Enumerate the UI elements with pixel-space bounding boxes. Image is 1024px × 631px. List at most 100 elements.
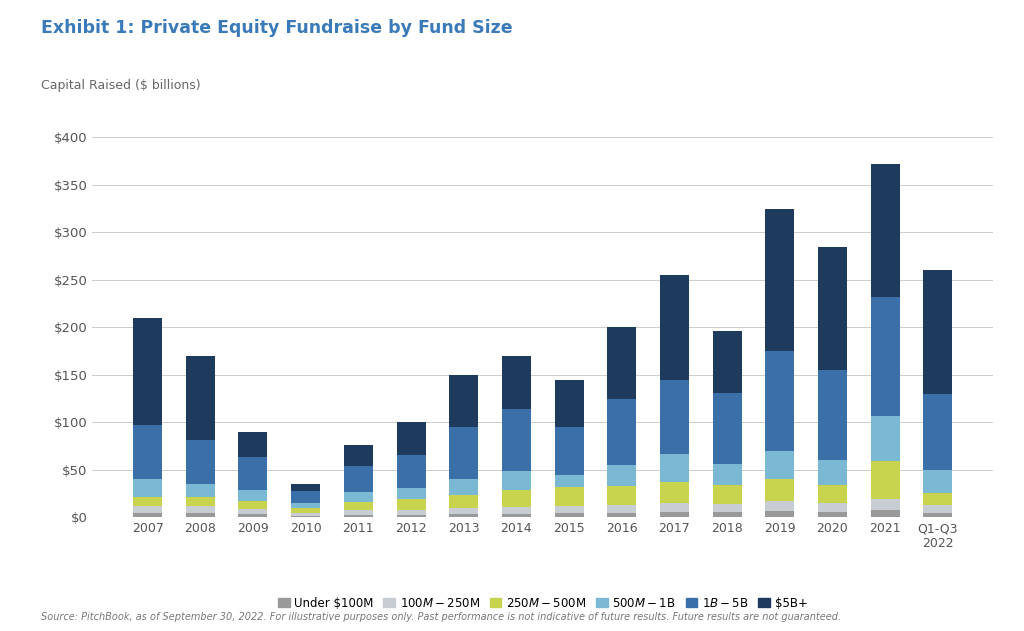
Bar	[291, 491, 321, 503]
Bar	[765, 480, 795, 501]
Bar	[291, 512, 321, 516]
Bar	[555, 512, 584, 517]
Bar	[713, 504, 741, 512]
Text: Exhibit 1: Private Equity Fundraise by Fund Size: Exhibit 1: Private Equity Fundraise by F…	[41, 19, 513, 37]
Bar	[344, 514, 373, 517]
Bar	[659, 512, 689, 517]
Bar	[502, 409, 530, 471]
Bar	[502, 514, 530, 517]
Bar	[818, 370, 847, 461]
Bar	[765, 501, 795, 510]
Bar	[185, 356, 215, 440]
Bar	[396, 499, 426, 510]
Bar	[870, 164, 900, 297]
Bar	[450, 514, 478, 517]
Legend: Under $100M, $100M-$250M, $250M-$500M, $500M-$1B, $1B-$5B, $5B+: Under $100M, $100M-$250M, $250M-$500M, $…	[273, 592, 812, 615]
Bar	[450, 495, 478, 508]
Bar	[870, 297, 900, 416]
Bar	[924, 470, 952, 493]
Bar	[607, 505, 636, 512]
Bar	[765, 209, 795, 351]
Bar	[818, 503, 847, 512]
Bar	[924, 394, 952, 470]
Bar	[924, 493, 952, 505]
Bar	[133, 480, 162, 497]
Bar	[239, 509, 267, 514]
Bar	[713, 512, 741, 517]
Bar	[133, 318, 162, 425]
Bar	[502, 490, 530, 507]
Bar	[924, 505, 952, 512]
Bar	[765, 351, 795, 451]
Bar	[818, 461, 847, 485]
Bar	[133, 497, 162, 506]
Text: Source: PitchBook, as of September 30, 2022. For illustrative purposes only. Pas: Source: PitchBook, as of September 30, 2…	[41, 611, 841, 622]
Bar	[659, 275, 689, 380]
Bar	[185, 484, 215, 497]
Bar	[555, 380, 584, 427]
Bar	[396, 422, 426, 455]
Bar	[502, 471, 530, 490]
Bar	[133, 425, 162, 480]
Bar	[765, 451, 795, 480]
Bar	[344, 445, 373, 466]
Bar	[185, 497, 215, 506]
Bar	[502, 507, 530, 514]
Bar	[344, 466, 373, 492]
Bar	[185, 512, 215, 517]
Bar	[870, 416, 900, 461]
Bar	[239, 501, 267, 509]
Bar	[291, 516, 321, 517]
Bar	[607, 327, 636, 399]
Bar	[555, 506, 584, 512]
Bar	[713, 393, 741, 464]
Bar	[396, 455, 426, 488]
Bar	[291, 503, 321, 508]
Bar	[344, 492, 373, 502]
Bar	[555, 487, 584, 506]
Bar	[450, 427, 478, 480]
Bar	[659, 482, 689, 503]
Bar	[185, 506, 215, 512]
Bar	[659, 503, 689, 512]
Bar	[870, 461, 900, 499]
Bar	[239, 514, 267, 517]
Bar	[607, 512, 636, 517]
Bar	[450, 480, 478, 495]
Bar	[607, 399, 636, 465]
Bar	[555, 475, 584, 487]
Bar	[659, 380, 689, 454]
Bar	[713, 485, 741, 504]
Bar	[396, 488, 426, 499]
Bar	[239, 432, 267, 457]
Bar	[291, 484, 321, 491]
Bar	[765, 510, 795, 517]
Text: Capital Raised ($ billions): Capital Raised ($ billions)	[41, 79, 201, 92]
Bar	[344, 510, 373, 514]
Bar	[450, 508, 478, 514]
Bar	[870, 499, 900, 510]
Bar	[133, 512, 162, 517]
Bar	[344, 502, 373, 510]
Bar	[502, 356, 530, 409]
Bar	[659, 454, 689, 482]
Bar	[924, 512, 952, 517]
Bar	[870, 510, 900, 517]
Bar	[291, 508, 321, 512]
Bar	[713, 464, 741, 485]
Bar	[239, 490, 267, 501]
Bar	[607, 465, 636, 486]
Bar	[555, 427, 584, 475]
Bar	[396, 514, 426, 517]
Bar	[450, 375, 478, 427]
Bar	[607, 486, 636, 505]
Bar	[239, 457, 267, 490]
Bar	[818, 247, 847, 370]
Bar	[396, 510, 426, 514]
Bar	[818, 512, 847, 517]
Bar	[133, 506, 162, 512]
Bar	[713, 331, 741, 393]
Bar	[924, 270, 952, 394]
Bar	[185, 440, 215, 484]
Bar	[818, 485, 847, 503]
